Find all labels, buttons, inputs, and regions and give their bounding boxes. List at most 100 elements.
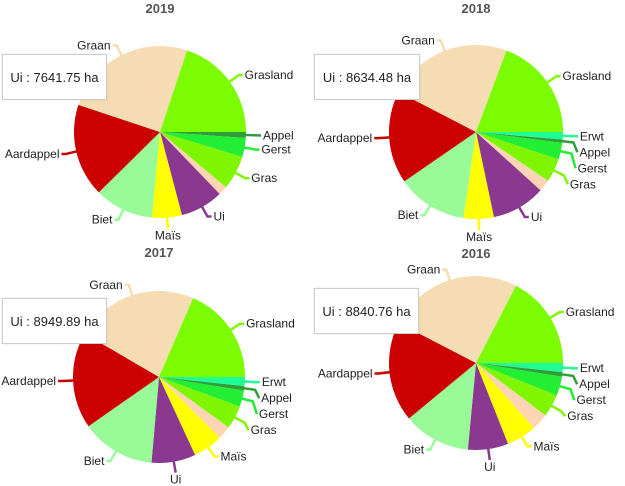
pie-slice-unlabeled[interactable]	[476, 132, 548, 191]
pie-slice-unlabeled[interactable]	[159, 377, 229, 438]
tooltip-text: Ui : 8840.76 ha	[322, 303, 411, 319]
slice-label: Grasland	[246, 317, 295, 331]
slice-label: Gras	[251, 171, 277, 185]
slice-label: Appel	[263, 128, 294, 142]
pie-slice-biet[interactable]	[88, 377, 159, 463]
tooltip-text: Ui : 8634.48 ha	[322, 69, 412, 85]
tooltip-2018: Ui : 8634.48 ha	[314, 54, 420, 100]
slice-label: Gerst	[261, 143, 291, 157]
leader-line	[550, 404, 567, 418]
pie-slice-aardappel[interactable]	[388, 92, 476, 182]
pie-slice-gerst[interactable]	[476, 363, 562, 396]
pie-slice-graan[interactable]	[398, 276, 516, 363]
slice-label: Gras	[251, 423, 277, 437]
slice-label: Grasland	[566, 305, 615, 319]
pie-slice-appel[interactable]	[476, 132, 563, 143]
chart-title: 2016	[462, 246, 491, 261]
leader-line	[436, 39, 447, 53]
pie-slice-erwt[interactable]	[159, 377, 245, 387]
pie-slice-ui[interactable]	[467, 363, 509, 450]
pie-slice-gras[interactable]	[476, 363, 557, 416]
pie-slice-ui[interactable]	[160, 132, 220, 216]
slice-label: Biet	[92, 213, 113, 227]
slice-label: Maïs	[533, 439, 559, 453]
leader-line	[561, 373, 579, 385]
slice-label: Graan	[401, 34, 434, 48]
slice-label: Biet	[403, 443, 424, 457]
leader-line	[558, 384, 576, 401]
pie-slice-grasland[interactable]	[476, 285, 563, 363]
leader-line	[486, 447, 492, 461]
pie-slice-appel[interactable]	[476, 363, 563, 377]
slice-label: Graan	[89, 278, 122, 292]
leader-line	[548, 310, 564, 320]
pie-slice-maïs[interactable]	[463, 132, 494, 219]
slice-label: Ui	[214, 210, 225, 224]
slice-label: Ui	[170, 473, 181, 486]
leader-line	[240, 397, 259, 415]
pie-slice-biet[interactable]	[98, 132, 160, 218]
slice-label: Appel	[261, 391, 292, 405]
slice-label: Gerst	[259, 407, 289, 421]
leader-line	[420, 204, 432, 217]
slice-label: Gerst	[578, 161, 608, 175]
leader-line	[106, 449, 118, 463]
pie-slice-aardappel[interactable]	[389, 323, 476, 419]
pie-slice-biet[interactable]	[408, 363, 476, 450]
pie-slice-gras[interactable]	[160, 132, 243, 188]
leader-line	[561, 366, 578, 370]
slice-label: Gerst	[576, 393, 606, 407]
pie-slice-graan[interactable]	[398, 44, 507, 132]
pie-slice-grasland[interactable]	[160, 50, 246, 132]
leader-line	[545, 74, 561, 85]
pie-slice-maïs[interactable]	[159, 377, 220, 456]
pie-slice-unlabeled[interactable]	[476, 363, 546, 428]
pie-2017: 2017 Graan Grasland Aardappel Erwt Appel Gerst…	[1, 245, 294, 486]
leader-line	[426, 438, 437, 451]
pie-slice-erwt[interactable]	[476, 363, 563, 373]
slice-label: Biet	[398, 208, 419, 222]
slice-label: Aardappel	[5, 147, 60, 161]
pie-slice-erwt[interactable]	[476, 132, 563, 140]
leader-line	[561, 134, 578, 138]
leader-line	[233, 415, 250, 431]
leader-line	[243, 146, 260, 151]
pie-slice-appel[interactable]	[160, 132, 246, 138]
pie-slice-ui[interactable]	[476, 132, 541, 218]
slice-label: Erwt	[262, 375, 287, 389]
pie-slice-biet[interactable]	[404, 132, 476, 219]
pie-slice-graan[interactable]	[84, 291, 194, 377]
slice-label: Grasland	[563, 69, 612, 83]
pie-slice-aardappel[interactable]	[74, 104, 160, 193]
pie-slice-grasland[interactable]	[476, 50, 563, 133]
leader-line	[229, 322, 245, 332]
pie-slice-appel[interactable]	[159, 377, 245, 391]
slice-label: Maïs	[221, 450, 247, 464]
slice-label: Maïs	[155, 229, 181, 243]
pie-slice-gerst[interactable]	[159, 377, 244, 407]
leader-line	[243, 386, 261, 399]
leader-line	[114, 208, 125, 221]
leader-line	[374, 370, 391, 375]
pie-slice-maïs[interactable]	[151, 132, 182, 218]
tooltip-2019: Ui : 7641.75 ha	[2, 54, 107, 100]
pie-slice-grasland[interactable]	[159, 298, 245, 377]
pie-slice-gras[interactable]	[476, 132, 559, 181]
chart-title: 2017	[145, 245, 174, 260]
pie-slice-unlabeled[interactable]	[160, 132, 226, 194]
leader-line	[561, 139, 579, 153]
pie-slice-aardappel[interactable]	[73, 333, 159, 427]
slice-label: Grasland	[245, 68, 294, 82]
leader-line	[228, 73, 243, 84]
pie-slice-gras[interactable]	[159, 377, 240, 428]
pie-slice-ui[interactable]	[151, 377, 196, 463]
pie-slice-gerst[interactable]	[476, 132, 563, 160]
leader-line	[112, 44, 124, 57]
slice-label: Aardappel	[317, 131, 372, 145]
pie-slice-gerst[interactable]	[160, 132, 246, 158]
slice-label: Erwt	[580, 129, 605, 143]
pie-slice-maïs[interactable]	[476, 363, 534, 444]
leader-line	[552, 168, 570, 185]
